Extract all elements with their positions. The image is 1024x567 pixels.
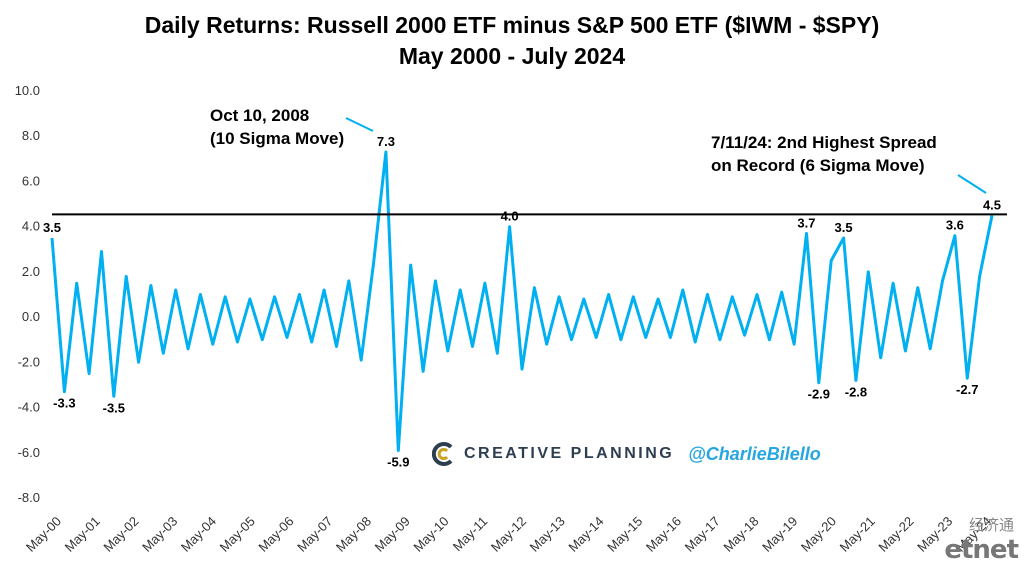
annotation-oct-2008-line1: Oct 10, 2008 [210, 106, 310, 125]
data-label: -2.9 [808, 387, 830, 402]
chart-subtitle: May 2000 - July 2024 [398, 43, 626, 69]
y-tick-label: 2.0 [22, 264, 40, 279]
data-label: -3.5 [103, 400, 125, 415]
x-tick-label: May-04 [178, 514, 219, 555]
annotation-oct-2008-line2: (10 Sigma Move) [210, 129, 345, 148]
x-tick-label: May-20 [798, 514, 839, 555]
x-tick-label: May-15 [604, 514, 645, 555]
data-label: -2.8 [845, 384, 867, 399]
x-tick-label: May-22 [875, 514, 916, 555]
y-tick-label: -2.0 [18, 354, 40, 369]
x-tick-label: May-09 [372, 514, 413, 555]
x-tick-label: May-03 [139, 514, 180, 555]
annotation-leader-line [957, 174, 987, 194]
x-tick-label: May-01 [62, 514, 103, 555]
watermark-cn: 经济通 [968, 516, 1014, 534]
y-tick-label: -4.0 [18, 400, 40, 415]
series-line [50, 150, 994, 452]
data-label: 3.5 [43, 220, 61, 235]
chart-title: Daily Returns: Russell 2000 ETF minus S&… [144, 12, 880, 38]
creative-planning-logo-icon [432, 442, 453, 466]
y-tick-label: -8.0 [18, 490, 40, 505]
x-tick-label: May-12 [488, 514, 529, 555]
etnet-watermark: 经济通 etnet [944, 514, 1019, 565]
annotation-oct-2008: Oct 10, 2008 (10 Sigma Move) [210, 104, 344, 150]
data-label: 3.5 [835, 220, 853, 235]
x-tick-label: May-06 [255, 514, 296, 555]
data-label: 4.0 [501, 209, 519, 224]
data-label: 4.5 [983, 197, 1001, 212]
x-tick-label: May-10 [410, 514, 451, 555]
x-tick-label: May-05 [217, 514, 258, 555]
y-tick-label: 10.0 [15, 83, 40, 98]
y-tick-label: 6.0 [22, 173, 40, 188]
branding: CREATIVE PLANNING @CharlieBilello [432, 442, 821, 466]
brand-name: CREATIVE PLANNING [464, 445, 675, 462]
x-tick-label: May-17 [682, 514, 723, 555]
x-tick-label: May-00 [23, 514, 64, 555]
y-tick-label: 0.0 [22, 309, 40, 324]
x-tick-label: May-21 [837, 514, 878, 555]
y-tick-label: -6.0 [18, 445, 40, 460]
annotation-jul-2024-line1: 7/11/24: 2nd Highest Spread [711, 133, 937, 152]
x-tick-label: May-13 [527, 514, 568, 555]
data-label: -5.9 [387, 455, 409, 470]
x-tick-label: May-11 [450, 514, 491, 555]
x-tick-label: May-02 [100, 514, 141, 555]
data-label: -2.7 [956, 382, 978, 397]
author-handle[interactable]: @CharlieBilello [688, 443, 821, 464]
annotation-jul-2024: 7/11/24: 2nd Highest Spread on Record (6… [711, 131, 937, 177]
x-tick-label: May-18 [720, 514, 761, 555]
x-tick-label: May-14 [565, 514, 606, 555]
y-tick-label: 8.0 [22, 128, 40, 143]
data-label: 7.3 [377, 134, 395, 149]
annotation-jul-2024-line2: on Record (6 Sigma Move) [711, 156, 925, 175]
x-tick-label: May-08 [333, 514, 374, 555]
x-tick-label: May-07 [294, 514, 335, 555]
x-tick-label: May-19 [759, 514, 800, 555]
annotation-leader-line [345, 117, 374, 132]
watermark-en: etnet [944, 535, 1019, 565]
data-label: 3.6 [946, 218, 964, 233]
x-tick-label: May-16 [643, 514, 684, 555]
y-tick-label: 4.0 [22, 219, 40, 234]
data-label: 3.7 [797, 215, 815, 230]
data-label: -3.3 [53, 396, 75, 411]
